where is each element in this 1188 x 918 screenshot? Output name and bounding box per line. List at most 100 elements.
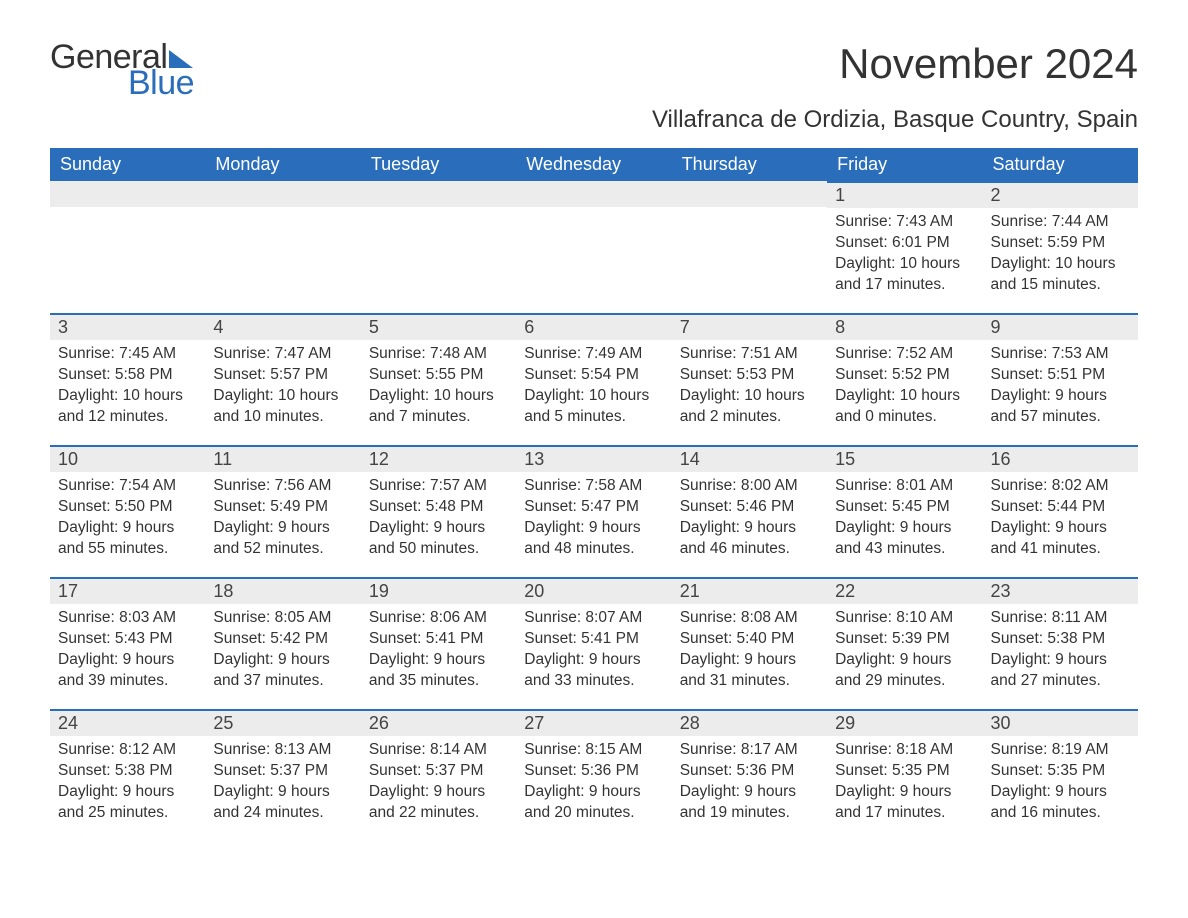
day-details: Sunrise: 8:07 AMSunset: 5:41 PMDaylight:… [516, 604, 671, 702]
calendar-cell: 24Sunrise: 8:12 AMSunset: 5:38 PMDayligh… [50, 709, 205, 841]
calendar-cell: 26Sunrise: 8:14 AMSunset: 5:37 PMDayligh… [361, 709, 516, 841]
day-number: 25 [205, 709, 360, 736]
day-details: Sunrise: 7:44 AMSunset: 5:59 PMDaylight:… [983, 208, 1138, 306]
calendar-cell [50, 181, 205, 313]
day-details: Sunrise: 7:51 AMSunset: 5:53 PMDaylight:… [672, 340, 827, 438]
calendar-cell [361, 181, 516, 313]
day-sunset-line: Sunset: 5:57 PM [213, 365, 352, 386]
day-header: Tuesday [361, 148, 516, 181]
day-sunset-line: Sunset: 5:35 PM [835, 761, 974, 782]
day-sunset-line: Sunset: 5:41 PM [524, 629, 663, 650]
day-details: Sunrise: 8:13 AMSunset: 5:37 PMDaylight:… [205, 736, 360, 834]
day-number: 14 [672, 445, 827, 472]
day-header: Friday [827, 148, 982, 181]
brand-name-part2: Blue [128, 66, 194, 100]
day-details: Sunrise: 8:01 AMSunset: 5:45 PMDaylight:… [827, 472, 982, 570]
day-sunset-line: Sunset: 6:01 PM [835, 233, 974, 254]
day-number: 13 [516, 445, 671, 472]
calendar-cell: 5Sunrise: 7:48 AMSunset: 5:55 PMDaylight… [361, 313, 516, 445]
calendar-cell: 30Sunrise: 8:19 AMSunset: 5:35 PMDayligh… [983, 709, 1138, 841]
day-details: Sunrise: 8:14 AMSunset: 5:37 PMDaylight:… [361, 736, 516, 834]
calendar-cell: 1Sunrise: 7:43 AMSunset: 6:01 PMDaylight… [827, 181, 982, 313]
day-details: Sunrise: 8:19 AMSunset: 5:35 PMDaylight:… [983, 736, 1138, 834]
day-details: Sunrise: 8:12 AMSunset: 5:38 PMDaylight:… [50, 736, 205, 834]
day-day1-line: Daylight: 9 hours [835, 650, 974, 671]
day-day1-line: Daylight: 9 hours [213, 518, 352, 539]
day-day2-line: and 2 minutes. [680, 407, 819, 428]
day-sunrise-line: Sunrise: 7:43 AM [835, 212, 974, 233]
day-sunset-line: Sunset: 5:38 PM [58, 761, 197, 782]
day-day2-line: and 35 minutes. [369, 671, 508, 692]
calendar-cell: 10Sunrise: 7:54 AMSunset: 5:50 PMDayligh… [50, 445, 205, 577]
calendar-week-row: 3Sunrise: 7:45 AMSunset: 5:58 PMDaylight… [50, 313, 1138, 445]
day-day2-line: and 20 minutes. [524, 803, 663, 824]
header: General Blue November 2024 [50, 40, 1138, 100]
day-sunrise-line: Sunrise: 7:52 AM [835, 344, 974, 365]
day-details: Sunrise: 8:17 AMSunset: 5:36 PMDaylight:… [672, 736, 827, 834]
day-sunrise-line: Sunrise: 8:17 AM [680, 740, 819, 761]
day-day2-line: and 37 minutes. [213, 671, 352, 692]
day-details: Sunrise: 7:52 AMSunset: 5:52 PMDaylight:… [827, 340, 982, 438]
day-number: 5 [361, 313, 516, 340]
day-number: 28 [672, 709, 827, 736]
day-sunrise-line: Sunrise: 8:11 AM [991, 608, 1130, 629]
day-sunset-line: Sunset: 5:58 PM [58, 365, 197, 386]
day-sunrise-line: Sunrise: 7:56 AM [213, 476, 352, 497]
day-day1-line: Daylight: 10 hours [680, 386, 819, 407]
calendar-cell: 11Sunrise: 7:56 AMSunset: 5:49 PMDayligh… [205, 445, 360, 577]
day-sunrise-line: Sunrise: 7:49 AM [524, 344, 663, 365]
day-number: 30 [983, 709, 1138, 736]
day-day2-line: and 12 minutes. [58, 407, 197, 428]
day-sunrise-line: Sunrise: 8:12 AM [58, 740, 197, 761]
calendar-cell: 7Sunrise: 7:51 AMSunset: 5:53 PMDaylight… [672, 313, 827, 445]
day-header: Monday [205, 148, 360, 181]
location-subtitle: Villafranca de Ordizia, Basque Country, … [50, 106, 1138, 134]
day-details: Sunrise: 8:08 AMSunset: 5:40 PMDaylight:… [672, 604, 827, 702]
day-sunset-line: Sunset: 5:43 PM [58, 629, 197, 650]
day-day1-line: Daylight: 10 hours [835, 254, 974, 275]
day-day2-line: and 16 minutes. [991, 803, 1130, 824]
calendar-cell: 13Sunrise: 7:58 AMSunset: 5:47 PMDayligh… [516, 445, 671, 577]
day-details: Sunrise: 7:48 AMSunset: 5:55 PMDaylight:… [361, 340, 516, 438]
empty-day-bar [516, 181, 671, 207]
day-day1-line: Daylight: 9 hours [835, 518, 974, 539]
day-details: Sunrise: 7:49 AMSunset: 5:54 PMDaylight:… [516, 340, 671, 438]
day-sunrise-line: Sunrise: 8:07 AM [524, 608, 663, 629]
day-day2-line: and 43 minutes. [835, 539, 974, 560]
calendar-cell: 17Sunrise: 8:03 AMSunset: 5:43 PMDayligh… [50, 577, 205, 709]
calendar-cell: 21Sunrise: 8:08 AMSunset: 5:40 PMDayligh… [672, 577, 827, 709]
day-header-row: Sunday Monday Tuesday Wednesday Thursday… [50, 148, 1138, 181]
day-number: 24 [50, 709, 205, 736]
day-day1-line: Daylight: 9 hours [58, 650, 197, 671]
empty-day-bar [672, 181, 827, 207]
calendar-cell: 6Sunrise: 7:49 AMSunset: 5:54 PMDaylight… [516, 313, 671, 445]
day-details: Sunrise: 7:56 AMSunset: 5:49 PMDaylight:… [205, 472, 360, 570]
day-day2-line: and 15 minutes. [991, 275, 1130, 296]
day-day1-line: Daylight: 9 hours [524, 782, 663, 803]
day-day2-line: and 29 minutes. [835, 671, 974, 692]
day-day2-line: and 17 minutes. [835, 803, 974, 824]
day-day1-line: Daylight: 10 hours [991, 254, 1130, 275]
day-number: 29 [827, 709, 982, 736]
day-sunset-line: Sunset: 5:36 PM [680, 761, 819, 782]
day-sunrise-line: Sunrise: 8:06 AM [369, 608, 508, 629]
day-sunset-line: Sunset: 5:45 PM [835, 497, 974, 518]
day-sunset-line: Sunset: 5:40 PM [680, 629, 819, 650]
calendar-cell: 9Sunrise: 7:53 AMSunset: 5:51 PMDaylight… [983, 313, 1138, 445]
day-number: 10 [50, 445, 205, 472]
day-details: Sunrise: 8:15 AMSunset: 5:36 PMDaylight:… [516, 736, 671, 834]
day-number: 26 [361, 709, 516, 736]
day-details: Sunrise: 7:47 AMSunset: 5:57 PMDaylight:… [205, 340, 360, 438]
day-sunset-line: Sunset: 5:46 PM [680, 497, 819, 518]
day-day1-line: Daylight: 9 hours [369, 650, 508, 671]
day-sunrise-line: Sunrise: 8:00 AM [680, 476, 819, 497]
calendar-cell: 2Sunrise: 7:44 AMSunset: 5:59 PMDaylight… [983, 181, 1138, 313]
day-sunset-line: Sunset: 5:41 PM [369, 629, 508, 650]
calendar-cell: 16Sunrise: 8:02 AMSunset: 5:44 PMDayligh… [983, 445, 1138, 577]
day-sunset-line: Sunset: 5:37 PM [369, 761, 508, 782]
day-day1-line: Daylight: 9 hours [991, 650, 1130, 671]
calendar-cell: 15Sunrise: 8:01 AMSunset: 5:45 PMDayligh… [827, 445, 982, 577]
day-number: 9 [983, 313, 1138, 340]
day-day1-line: Daylight: 9 hours [680, 650, 819, 671]
day-day2-line: and 55 minutes. [58, 539, 197, 560]
